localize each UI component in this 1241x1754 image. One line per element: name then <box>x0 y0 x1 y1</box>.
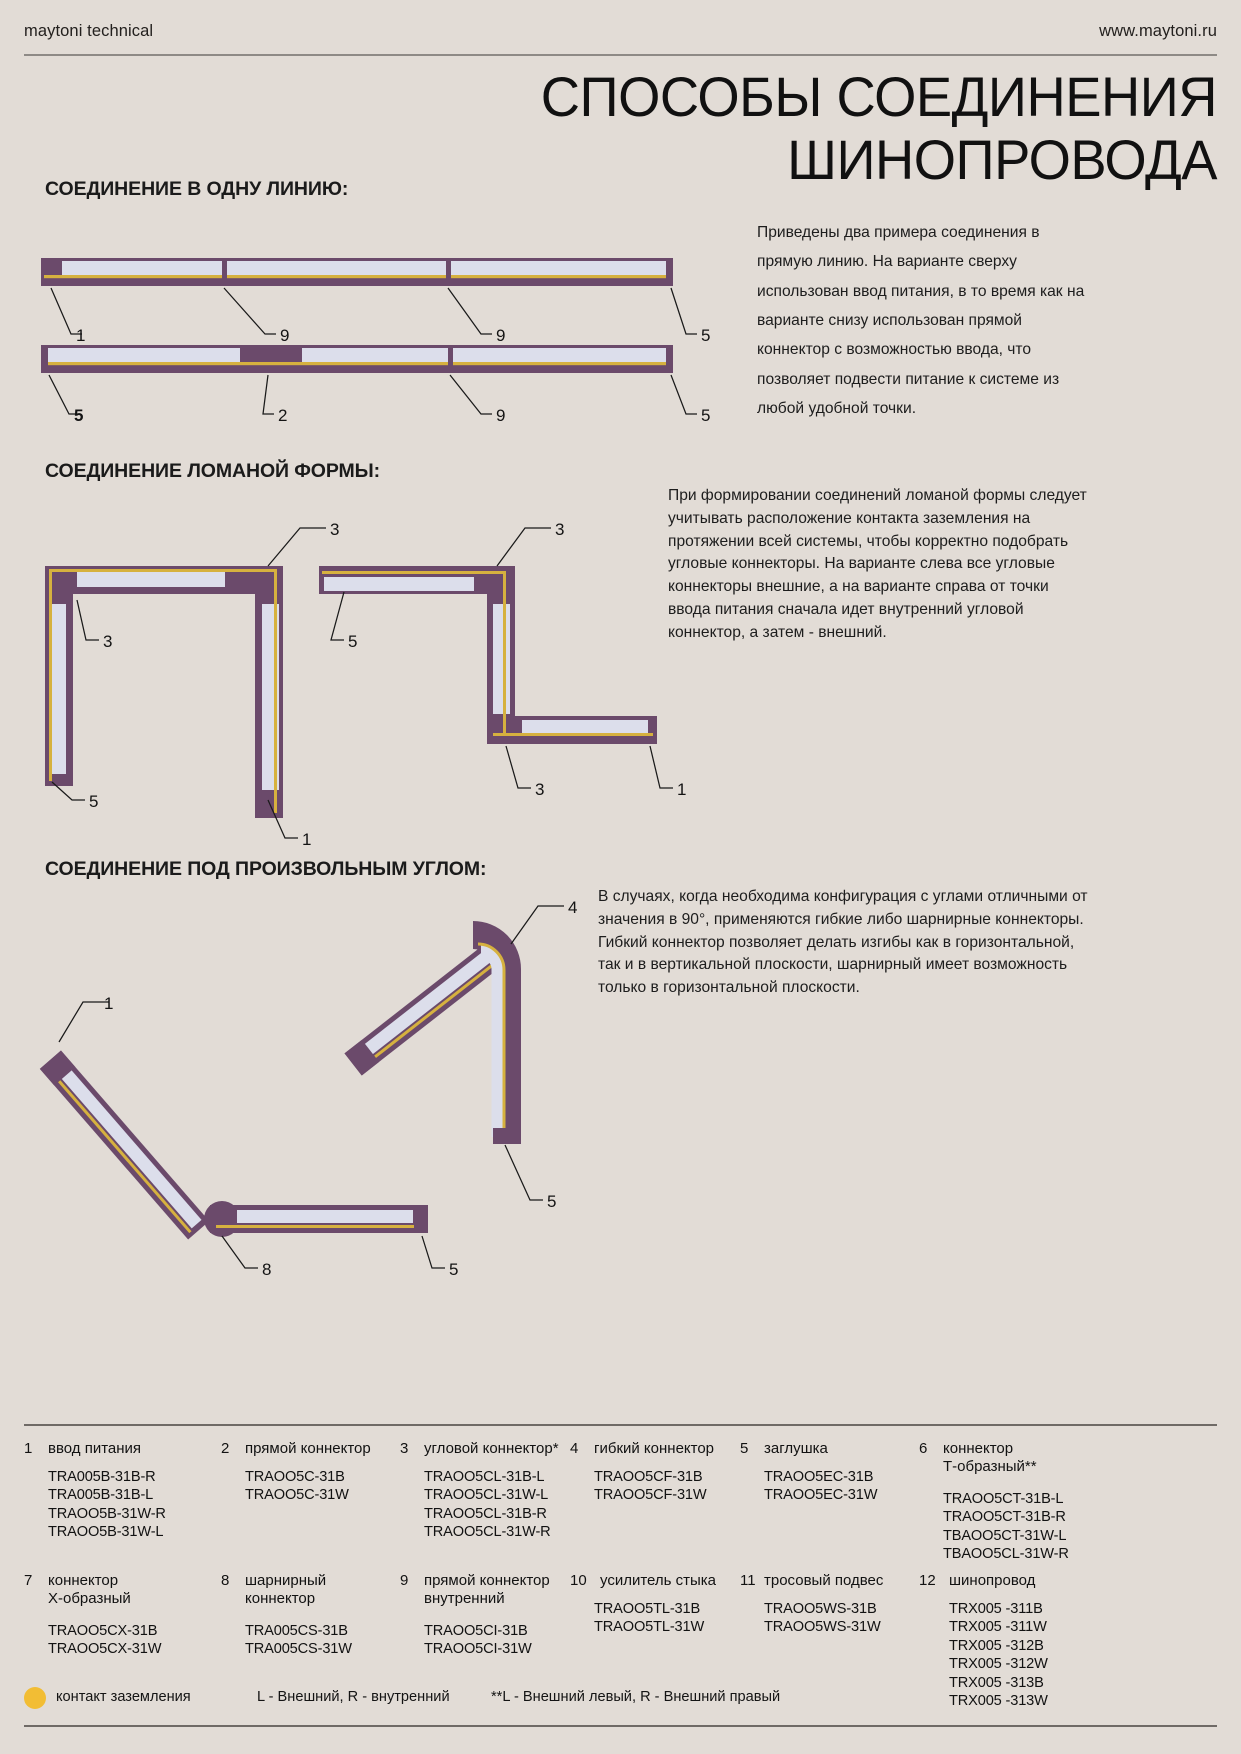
legend-number: 5 <box>740 1440 749 1457</box>
legend-codes: TRA005B-31B-R TRA005B-31B-L TRAOO5B-31W-… <box>48 1469 166 1541</box>
callout-bentR-3: 3 <box>535 780 544 799</box>
legend-bottom-divider <box>24 1725 1217 1727</box>
callout-1-bot: 5 <box>74 406 83 425</box>
legend-footnotes: контакт заземления L - Внешний, R - внут… <box>24 1685 1217 1713</box>
legend-codes: TRX005 -311B TRX005 -311W TRX005 -312B T… <box>949 1601 1048 1709</box>
legend-name: тросовый подвес <box>764 1572 884 1589</box>
legend-codes: TRA005CS-31B TRA005CS-31W <box>245 1623 352 1658</box>
legend-codes: TRAOO5CL-31B-L TRAOO5CL-31W-L TRAOO5CL-3… <box>424 1469 551 1541</box>
legend-name: угловой коннектор* <box>424 1440 559 1457</box>
callout-2-top: 9 <box>280 326 289 345</box>
footnote-single-asterisk: L - Внешний, R - внутренний <box>257 1689 450 1705</box>
legend-name: коннектор Т-образный** <box>943 1440 1037 1476</box>
legend-codes: TRAOO5C-31B TRAOO5C-31W <box>245 1469 349 1504</box>
legend-number: 12 <box>919 1572 936 1589</box>
legend-codes: TRAOO5WS-31B TRAOO5WS-31W <box>764 1601 881 1636</box>
legend-name: прямой коннектор <box>245 1440 371 1457</box>
legend-number: 2 <box>221 1440 230 1457</box>
callout-bentR-1: 3 <box>555 520 564 539</box>
callout-ang-4: 4 <box>568 898 577 917</box>
footnote-double-asterisk: **L - Внешний левый, R - Внешний правый <box>491 1689 781 1705</box>
legend-codes: TRAOO5EC-31B TRAOO5EC-31W <box>764 1469 878 1504</box>
callout-3-top: 9 <box>496 326 505 345</box>
legend-codes: TRAOO5CF-31B TRAOO5CF-31W <box>594 1469 707 1504</box>
title-line-2: ШИНОПРОВОДА <box>787 127 1217 191</box>
legend-number: 11 <box>740 1572 756 1589</box>
legend-name: ввод питания <box>48 1440 142 1457</box>
legend-number: 1 <box>24 1440 33 1457</box>
legend-codes: TRAOO5CT-31B-L TRAOO5CT-31B-R TBAOO5CT-3… <box>943 1491 1069 1563</box>
legend-number: 3 <box>400 1440 409 1457</box>
callout-4-top: 5 <box>701 326 710 345</box>
callout-2-bot: 2 <box>278 406 287 425</box>
callout-ang-5b: 5 <box>449 1260 458 1279</box>
legend-codes: TRAOO5TL-31B TRAOO5TL-31W <box>594 1601 705 1636</box>
legend-number: 7 <box>24 1572 33 1589</box>
section-text-angled: В случаях, когда необходима конфигурация… <box>598 888 1088 997</box>
callout-bentR-4: 1 <box>677 780 686 799</box>
legend-name: усилитель стыка <box>600 1572 717 1589</box>
callout-ang-1: 1 <box>104 994 113 1013</box>
legend-codes: TRAOO5CI-31B TRAOO5CI-31W <box>424 1623 532 1658</box>
callout-4-bot: 5 <box>701 406 710 425</box>
legend-name: гибкий коннектор <box>594 1440 715 1457</box>
brand-label: maytoni technical <box>24 22 154 40</box>
callout-3-bot: 9 <box>496 406 505 425</box>
section-heading-angled: СОЕДИНЕНИЕ ПОД ПРОИЗВОЛЬНЫМ УГЛОМ: <box>45 858 487 880</box>
legend-codes: TRAOO5CX-31B TRAOO5CX-31W <box>48 1623 162 1658</box>
callout-ang-8: 8 <box>262 1260 271 1279</box>
callout-bentL-2: 3 <box>103 632 112 651</box>
callout-bentR-2: 5 <box>348 632 357 651</box>
ground-contact-label: контакт заземления <box>56 1689 191 1705</box>
page-header: maytoni technical www.maytoni.ru <box>24 22 1217 41</box>
legend-name: заглушка <box>764 1440 828 1457</box>
section-heading-straight: СОЕДИНЕНИЕ В ОДНУ ЛИНИЮ: <box>45 178 349 200</box>
page-title: СПОСОБЫ СОЕДИНЕНИЯ ШИНОПРОВОДА <box>247 65 1218 191</box>
diagram-straight-bottom: 5 2 9 5 <box>41 345 710 425</box>
legend-name: коннектор Х-образный <box>48 1572 131 1608</box>
callout-bentL-1: 3 <box>330 520 339 539</box>
legend-number: 10 <box>570 1572 587 1589</box>
diagram-straight-top: 1 9 9 5 <box>41 258 710 345</box>
section-text-bent: При формировании соединений ломаной форм… <box>668 487 1087 641</box>
legend-top-divider <box>24 1424 1217 1426</box>
website-label: www.maytoni.ru <box>1099 22 1217 40</box>
diagram-bent-right: 3 5 3 1 <box>319 520 686 799</box>
legend-name: прямой коннектор внутренний <box>424 1572 550 1608</box>
legend-number: 4 <box>570 1440 579 1457</box>
header-divider <box>24 54 1217 56</box>
ground-contact-icon <box>24 1687 46 1709</box>
legend-number: 8 <box>221 1572 230 1589</box>
callout-bentL-3: 5 <box>89 792 98 811</box>
diagram-bent-left: 3 3 5 1 <box>45 520 339 849</box>
section-text-straight: Приведены два примера соединения в пряму… <box>757 224 1085 417</box>
diagram-angled: 4 5 1 8 5 <box>39 898 577 1279</box>
title-line-1: СПОСОБЫ СОЕДИНЕНИЯ <box>540 65 1218 128</box>
callout-bentL-4: 1 <box>302 830 311 849</box>
section-heading-bent: СОЕДИНЕНИЕ ЛОМАНОЙ ФОРМЫ: <box>45 460 381 482</box>
legend-number: 6 <box>919 1440 928 1457</box>
callout-ang-5a: 5 <box>547 1192 556 1211</box>
legend-name: шинопровод <box>949 1572 1036 1589</box>
legend-number: 9 <box>400 1572 409 1589</box>
callout-1-top: 1 <box>76 326 85 345</box>
legend-name: шарнирный коннектор <box>245 1572 327 1608</box>
